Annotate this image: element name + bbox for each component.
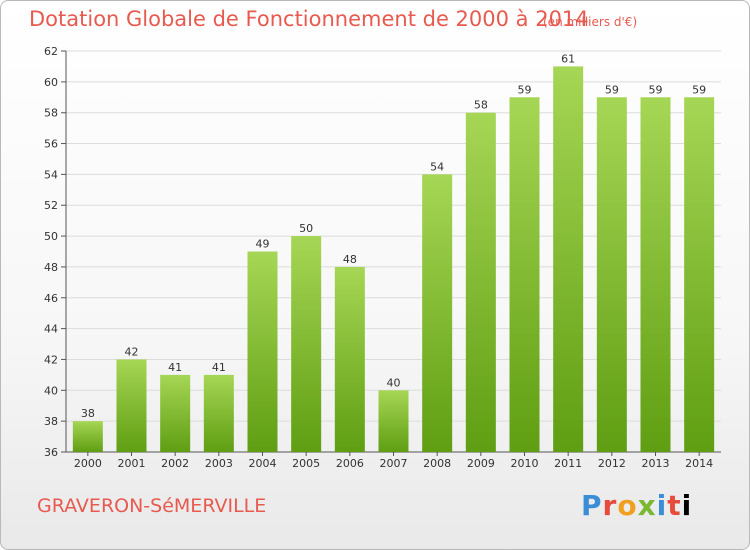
data-label-2005: 50 bbox=[299, 222, 313, 235]
x-tick-label-2008: 2008 bbox=[423, 457, 451, 470]
x-tick-label-2000: 2000 bbox=[74, 457, 102, 470]
y-tick-label: 48 bbox=[44, 261, 58, 274]
data-label-2002: 41 bbox=[168, 361, 182, 374]
data-labels: 38 42 41 41 49 50 48 40 54 58 59 61 59 59 59 bbox=[81, 52, 706, 420]
bar-2012 bbox=[596, 97, 627, 453]
bar-2013 bbox=[640, 97, 671, 453]
data-label-2012: 59 bbox=[605, 83, 619, 96]
bar-2001 bbox=[116, 359, 147, 452]
data-label-2013: 59 bbox=[649, 83, 663, 96]
place-name: GRAVERON-SéMERVILLE bbox=[37, 495, 267, 517]
y-tick-label: 38 bbox=[44, 415, 58, 428]
data-label-2007: 40 bbox=[387, 376, 401, 389]
bar-2005 bbox=[291, 236, 322, 452]
x-tick-label-2002: 2002 bbox=[161, 457, 189, 470]
bar-2007 bbox=[378, 390, 409, 452]
x-tick-label-2001: 2001 bbox=[118, 457, 146, 470]
x-tick-label-2004: 2004 bbox=[249, 457, 277, 470]
y-tick-label: 46 bbox=[44, 292, 58, 305]
y-tick-label: 40 bbox=[44, 384, 58, 397]
y-tick-labels: 36 38 40 42 44 46 48 50 52 54 56 58 60 62 bbox=[44, 45, 58, 459]
x-tick-label-2003: 2003 bbox=[205, 457, 233, 470]
y-tick-label: 44 bbox=[44, 323, 58, 336]
x-tick-label-2014: 2014 bbox=[685, 457, 713, 470]
x-tick-label-2005: 2005 bbox=[292, 457, 320, 470]
bar-2004 bbox=[247, 251, 278, 452]
data-label-2004: 49 bbox=[256, 238, 270, 251]
x-tick-labels: 2000 2001 2002 2003 2004 2005 2006 2007 2008 2009… bbox=[74, 457, 713, 470]
bar-2006 bbox=[334, 266, 365, 452]
bar-2009 bbox=[465, 112, 496, 452]
y-tick-label: 52 bbox=[44, 199, 58, 212]
data-label-2000: 38 bbox=[81, 407, 95, 420]
bar-2002 bbox=[160, 374, 191, 452]
unit-note: (en milliers d'€) bbox=[543, 15, 638, 29]
bar-2014 bbox=[684, 97, 715, 453]
bars bbox=[72, 66, 715, 453]
data-label-2006: 48 bbox=[343, 253, 357, 266]
bar-2011 bbox=[553, 66, 584, 452]
data-label-2014: 59 bbox=[692, 83, 706, 96]
x-tick-label-2007: 2007 bbox=[380, 457, 408, 470]
data-label-2009: 58 bbox=[474, 99, 488, 112]
data-label-2010: 59 bbox=[518, 83, 532, 96]
y-tick-label: 62 bbox=[44, 45, 58, 58]
chart-title: Dotation Globale de Fonctionnement de 20… bbox=[29, 7, 589, 31]
brand-logo: Proxiti bbox=[581, 489, 693, 522]
data-label-2001: 42 bbox=[125, 345, 139, 358]
y-tick-label: 60 bbox=[44, 76, 58, 89]
y-tick-label: 42 bbox=[44, 353, 58, 366]
data-label-2003: 41 bbox=[212, 361, 226, 374]
bar-2000 bbox=[72, 421, 103, 452]
bar-2008 bbox=[422, 174, 453, 452]
y-tick-label: 58 bbox=[44, 107, 58, 120]
bar-2003 bbox=[203, 374, 234, 452]
data-label-2008: 54 bbox=[430, 160, 444, 173]
x-tick-label-2010: 2010 bbox=[511, 457, 539, 470]
y-tick-label: 54 bbox=[44, 168, 58, 181]
x-tick-label-2013: 2013 bbox=[642, 457, 670, 470]
bar-2010 bbox=[509, 97, 540, 453]
x-tick-label-2012: 2012 bbox=[598, 457, 626, 470]
y-tick-label: 56 bbox=[44, 138, 58, 151]
x-tick-label-2011: 2011 bbox=[554, 457, 582, 470]
y-tick-label: 36 bbox=[44, 446, 58, 459]
x-tick-label-2009: 2009 bbox=[467, 457, 495, 470]
data-label-2011: 61 bbox=[561, 52, 575, 65]
y-tick-label: 50 bbox=[44, 230, 58, 243]
x-tick-label-2006: 2006 bbox=[336, 457, 364, 470]
